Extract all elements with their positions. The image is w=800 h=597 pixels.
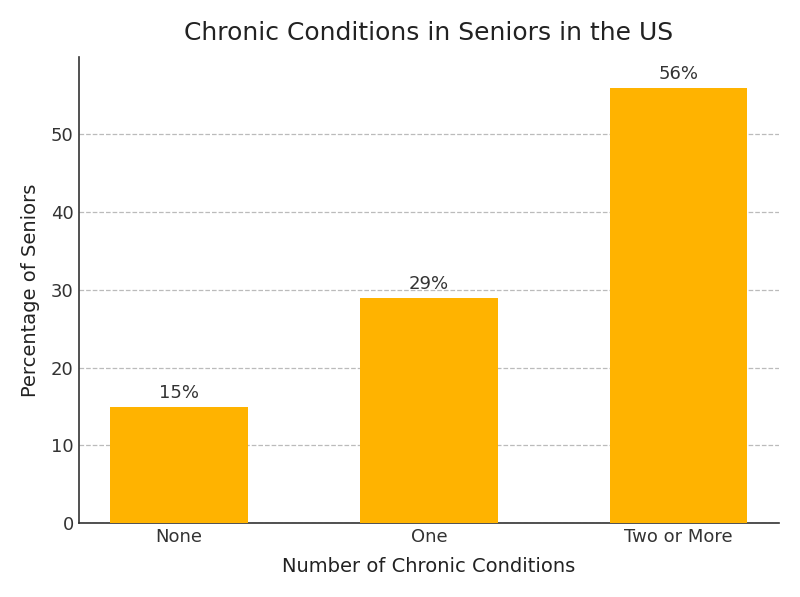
X-axis label: Number of Chronic Conditions: Number of Chronic Conditions — [282, 557, 575, 576]
Text: 56%: 56% — [658, 65, 698, 83]
Text: 15%: 15% — [159, 384, 199, 402]
Title: Chronic Conditions in Seniors in the US: Chronic Conditions in Seniors in the US — [184, 21, 674, 45]
Text: 29%: 29% — [409, 275, 449, 293]
Bar — [360, 298, 498, 523]
Bar — [110, 407, 248, 523]
Y-axis label: Percentage of Seniors: Percentage of Seniors — [21, 183, 40, 396]
Bar — [610, 88, 747, 523]
